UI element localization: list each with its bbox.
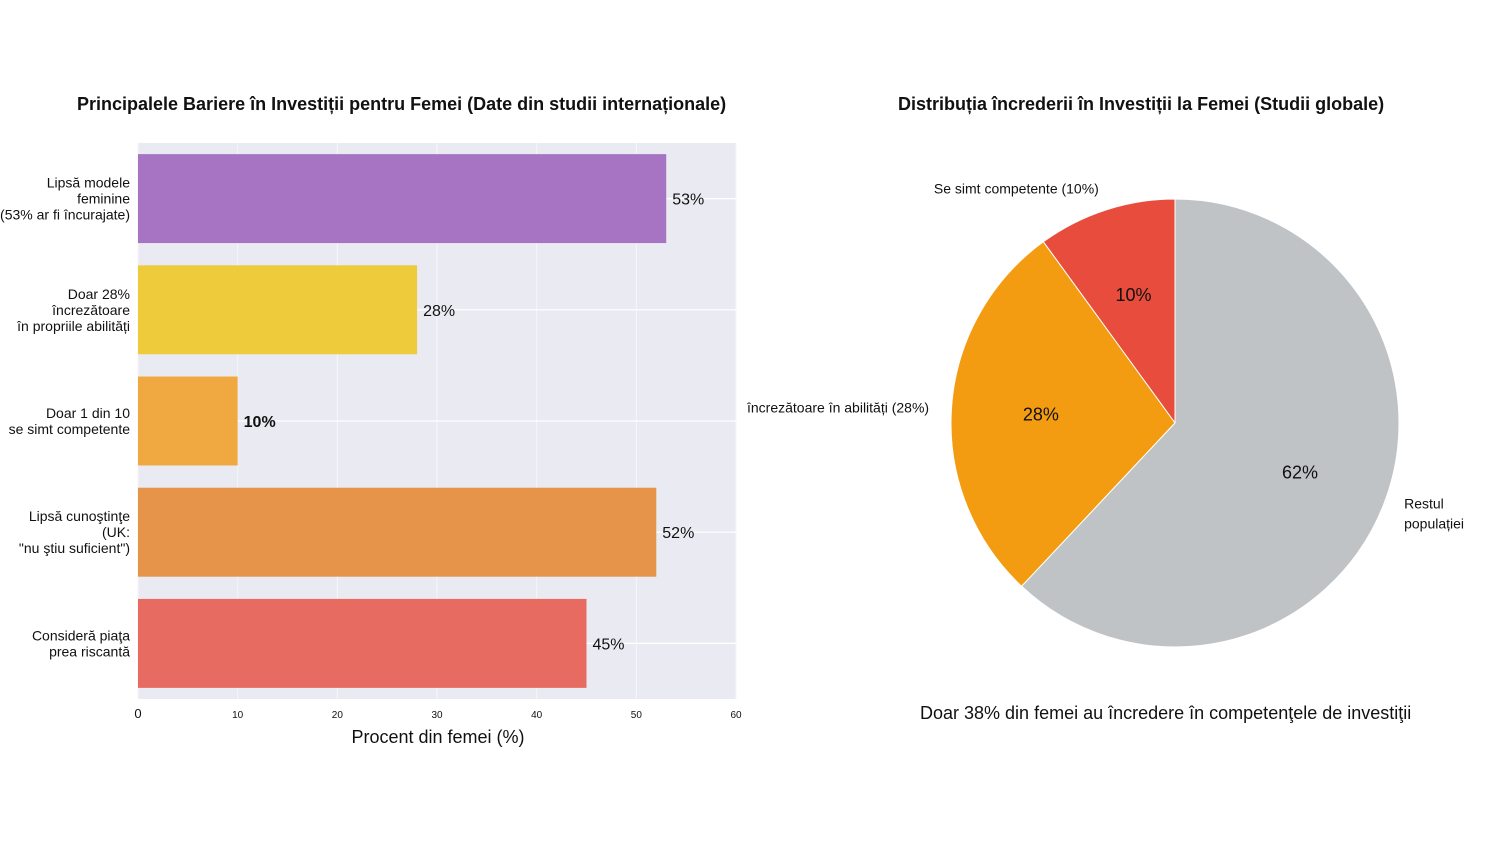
x-tick-label: 10 [232, 710, 244, 721]
bar [138, 376, 238, 466]
y-tick-label: (53% ar fi încurajate) [0, 207, 130, 223]
y-tick-label: prea riscantă [49, 643, 130, 659]
pie-slice-label: încrezătoare în abilități (28%) [746, 400, 929, 416]
y-tick-label: Doar 1 din 10 [46, 405, 130, 421]
x-tick-label: 60 [730, 710, 742, 721]
pie-slice [1020, 198, 1400, 648]
x-tick-label: 50 [631, 710, 643, 721]
x-tick-label: 40 [531, 710, 543, 721]
pie-chart-title: Distribuția încrederii în Investiții la … [898, 94, 1385, 114]
bar [138, 598, 587, 688]
y-tick-label: feminine [77, 191, 130, 207]
pie-slice [1042, 198, 1176, 425]
y-tick-label: Lipsă modele [47, 175, 130, 191]
pie-percent-label: 28% [1023, 405, 1059, 425]
x-tick-label: 30 [431, 710, 443, 721]
x-axis-label: Procent din femei (%) [351, 727, 524, 747]
y-tick-label: (UK: [102, 524, 130, 540]
x-tick-label: 20 [332, 710, 344, 721]
x-tick-label: 0 [134, 706, 141, 721]
bar-value-label: 10% [244, 414, 276, 431]
pie-caption: Doar 38% din femei au încredere în compe… [920, 703, 1412, 723]
pie-percent-label: 10% [1115, 285, 1151, 305]
y-tick-label: Consideră piaţa [32, 627, 130, 643]
y-tick-label: Lipsă cunoştinţe [29, 508, 130, 524]
bar-value-label: 28% [423, 303, 455, 320]
y-tick-label: "nu ştiu suficient") [19, 540, 130, 556]
bar-value-label: 53% [672, 192, 704, 209]
pie-percent-label: 62% [1282, 462, 1318, 482]
bar [138, 487, 657, 577]
y-tick-label: se simt competente [9, 421, 131, 437]
pie-slice-label: populației [1404, 516, 1464, 532]
pie-slice [950, 241, 1176, 587]
pie-slice-label: Restul [1404, 496, 1444, 512]
bar-chart-title: Principalele Bariere în Investiții pentr… [77, 94, 727, 114]
bar-value-label: 52% [662, 525, 694, 542]
y-tick-label: Doar 28% [68, 286, 130, 302]
bar [138, 265, 418, 355]
pie-chart: 10% Se simt competente (10%) 28% încrezătoa… [746, 181, 1464, 648]
y-tick-label: în propriile abilități [16, 318, 130, 334]
bar [138, 154, 667, 244]
bar-value-label: 45% [593, 636, 625, 653]
pie-slice-label: Se simt competente (10%) [934, 181, 1099, 197]
y-tick-label: încrezătoare [51, 302, 130, 318]
